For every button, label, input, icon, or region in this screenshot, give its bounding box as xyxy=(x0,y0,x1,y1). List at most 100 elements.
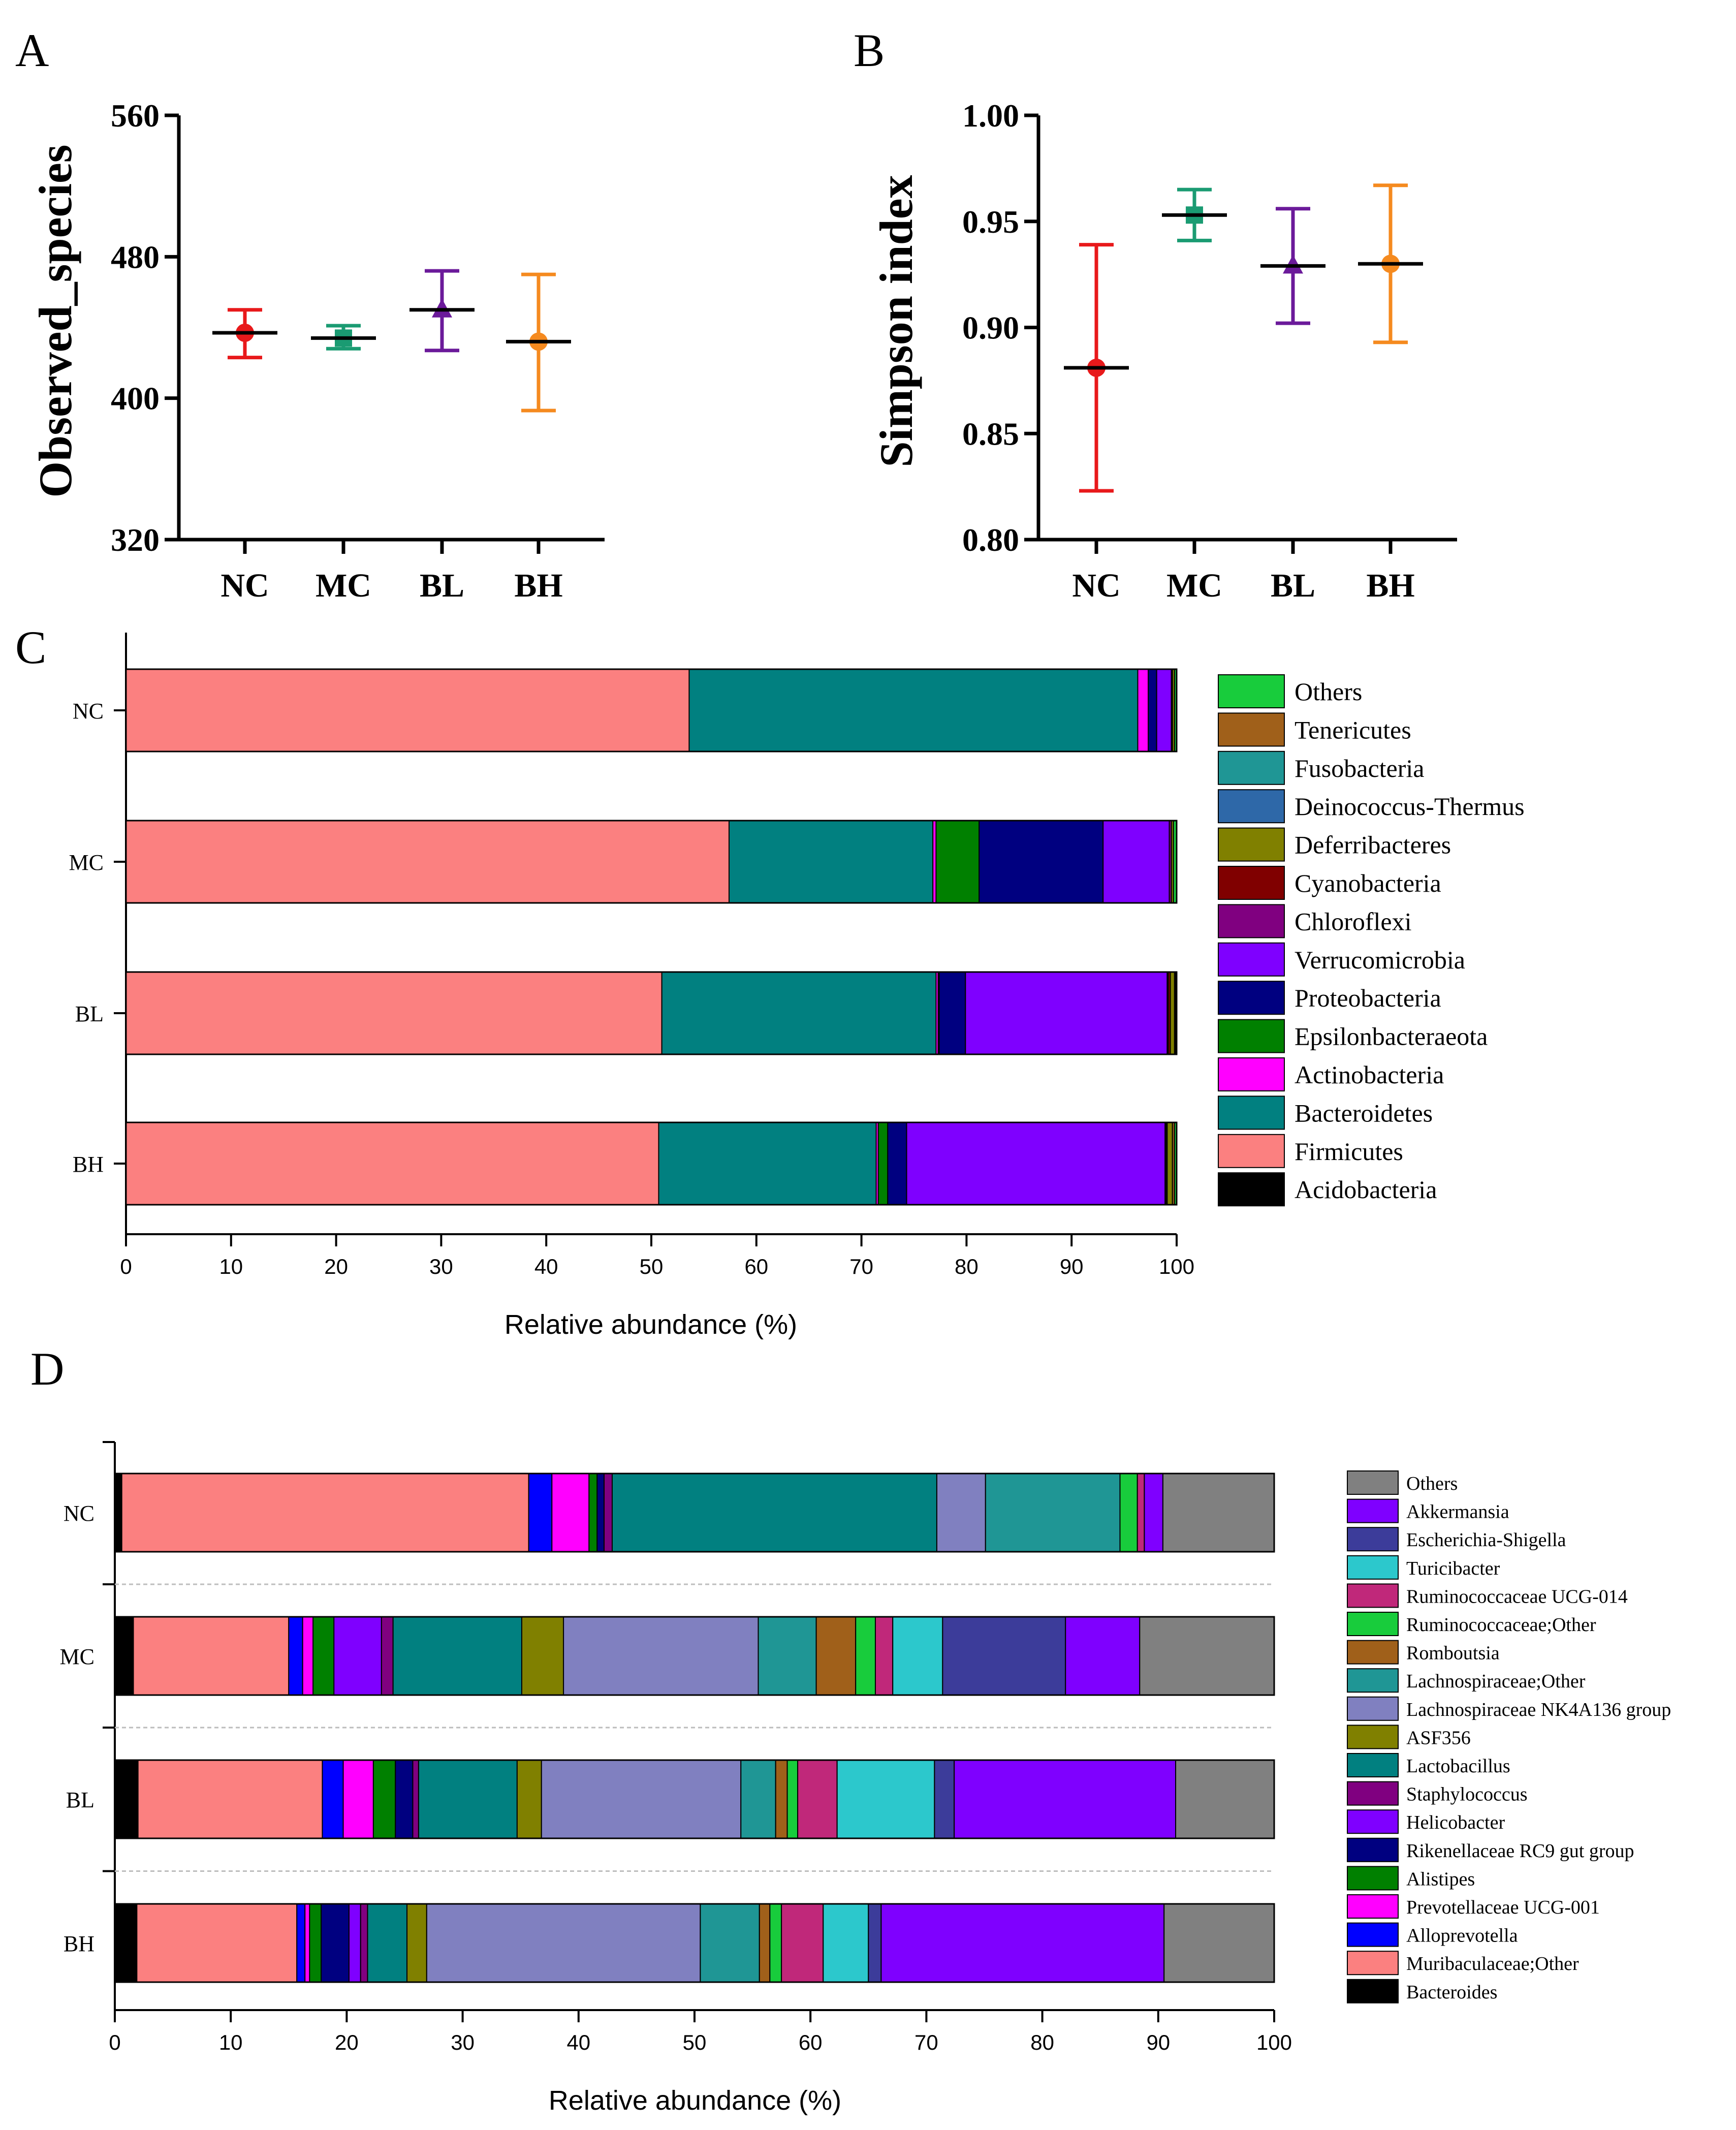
bar-segment xyxy=(302,1616,314,1696)
legend-item: Deferribacteres xyxy=(1218,827,1451,862)
bar-segment xyxy=(395,1760,414,1839)
bar-segment xyxy=(296,1903,306,1983)
bar-segment xyxy=(1170,972,1175,1055)
bar-segment xyxy=(114,1760,139,1839)
legend-swatch xyxy=(1347,1781,1399,1806)
x-tick-label: 0 xyxy=(109,2030,120,2054)
bar-segment xyxy=(133,1616,290,1696)
legend-label: Deferribacteres xyxy=(1295,831,1451,859)
bar-segment xyxy=(877,1122,889,1205)
bar-outline xyxy=(114,1759,1275,1839)
error-bar-bh xyxy=(1358,183,1423,344)
bar-segment xyxy=(426,1903,701,1983)
bar-segment xyxy=(1102,820,1170,903)
legend-item: Escherichia-Shigella xyxy=(1347,1527,1566,1552)
legend-item: Bacteroidetes xyxy=(1218,1095,1433,1130)
legend-label: Muribaculaceae;Other xyxy=(1406,1953,1579,1975)
x-tick-label: 20 xyxy=(335,2030,359,2054)
bar-segment xyxy=(412,1760,419,1839)
legend-item: Lactobacillus xyxy=(1347,1753,1510,1777)
panel-letter-a: A xyxy=(15,24,49,76)
legend-swatch xyxy=(1218,674,1285,708)
bar-segment xyxy=(521,1616,564,1696)
bar-segment xyxy=(1166,1122,1173,1205)
panel-letter-b: B xyxy=(854,24,885,76)
legend-item: Deinococcus-Thermus xyxy=(1218,789,1525,824)
legend-swatch xyxy=(1218,1057,1285,1091)
legend-item: Others xyxy=(1347,1470,1458,1495)
category-label-bl: BL xyxy=(75,1001,104,1026)
x-tick-label: 20 xyxy=(324,1255,348,1278)
bar-segment xyxy=(938,972,966,1055)
legend-label: Ruminococcaceae UCG-014 xyxy=(1406,1586,1628,1607)
legend-label: Escherichia-Shigella xyxy=(1406,1529,1566,1551)
legend-item: Ruminococcaceae UCG-014 xyxy=(1347,1583,1628,1608)
panel-c-legend: Others Tenericutes Fusobacteria Deinococcus… xyxy=(1218,674,1525,1207)
legend-swatch xyxy=(1347,1753,1399,1777)
bar-segment xyxy=(942,1616,1066,1696)
bar-mc xyxy=(114,1616,1275,1696)
x-tick-label: 30 xyxy=(429,1255,453,1278)
category-label-nc: NC xyxy=(64,1501,94,1526)
bar-segment xyxy=(125,1122,659,1205)
category-label-bh: BH xyxy=(73,1152,104,1177)
legend-item: Helicobacter xyxy=(1347,1809,1505,1834)
bar-segment xyxy=(934,1760,955,1839)
legend-item: Rikenellaceae RC9 gut group xyxy=(1347,1837,1634,1862)
legend-swatch xyxy=(1218,1172,1285,1207)
bar-segment xyxy=(360,1903,368,1983)
legend-item: Fusobacteria xyxy=(1218,750,1424,785)
bar-segment xyxy=(516,1760,542,1839)
bar-segment xyxy=(740,1760,776,1839)
category-label-nc: NC xyxy=(73,699,104,724)
legend-label: Rikenellaceae RC9 gut group xyxy=(1406,1840,1634,1862)
x-tick-label: 100 xyxy=(1256,2030,1292,2054)
legend-item: Bacteroides xyxy=(1347,1979,1497,2003)
legend-label: Epsilonbacteraeota xyxy=(1295,1022,1488,1051)
legend-swatch xyxy=(1218,1095,1285,1130)
category-label-mc: MC xyxy=(60,1644,94,1669)
bar-outline xyxy=(125,668,1178,753)
legend-swatch xyxy=(1347,1979,1399,2003)
panel-d-legend: Others Akkermansia Escherichia-Shigella Tur… xyxy=(1347,1470,1671,2003)
x-tick-label: NC xyxy=(1072,567,1120,604)
legend-label: Romboutsia xyxy=(1406,1643,1500,1664)
bar-segment xyxy=(342,1760,374,1839)
bar-segment xyxy=(935,820,980,903)
bar-segment xyxy=(312,1616,335,1696)
legend-label: ASF356 xyxy=(1406,1727,1471,1748)
panel-b-y-axis-label: Simpson index xyxy=(870,175,922,467)
legend-swatch xyxy=(1347,1866,1399,1891)
legend-item: Chloroflexi xyxy=(1218,904,1412,938)
legend-item: Akkermansia xyxy=(1347,1498,1509,1523)
bar-segment xyxy=(775,1760,788,1839)
bar-segment xyxy=(757,1616,817,1696)
legend-label: Lachnospiraceae;Other xyxy=(1406,1671,1586,1692)
legend-swatch xyxy=(1347,1951,1399,1976)
error-bar-bl xyxy=(1260,207,1325,325)
legend-item: ASF356 xyxy=(1347,1725,1471,1749)
legend-swatch xyxy=(1347,1668,1399,1693)
legend-item: Lachnospiraceae NK4A136 group xyxy=(1347,1696,1671,1721)
legend-label: Lachnospiraceae NK4A136 group xyxy=(1406,1699,1671,1720)
bar-segment xyxy=(611,1473,937,1552)
bar-segment xyxy=(1137,1473,1145,1552)
bar-segment xyxy=(1137,669,1149,752)
bar-outline xyxy=(125,1121,1178,1206)
y-tick-label: 1.00 xyxy=(962,98,1019,134)
x-tick-label: 80 xyxy=(1030,2030,1054,2054)
bar-segment xyxy=(985,1473,1121,1552)
legend-swatch xyxy=(1347,1612,1399,1636)
x-tick-label: 60 xyxy=(799,2030,823,2054)
y-tick-label: 560 xyxy=(111,98,160,134)
category-label-bh: BH xyxy=(64,1931,94,1956)
x-tick-label: 100 xyxy=(1159,1255,1194,1278)
legend-item: Firmicutes xyxy=(1218,1134,1403,1168)
legend-item: Prevotellaceae UCG-001 xyxy=(1347,1894,1600,1919)
legend-label: Turicibacter xyxy=(1406,1558,1500,1579)
panel-b-dot-plot: Simpson index 0.80 0.85 0.90 0.95 1.00 NC MC BL… xyxy=(870,98,1457,604)
bar-segment xyxy=(551,1473,590,1552)
legend-item: Acidobacteria xyxy=(1218,1172,1437,1207)
x-tick-label: MC xyxy=(1166,567,1222,604)
